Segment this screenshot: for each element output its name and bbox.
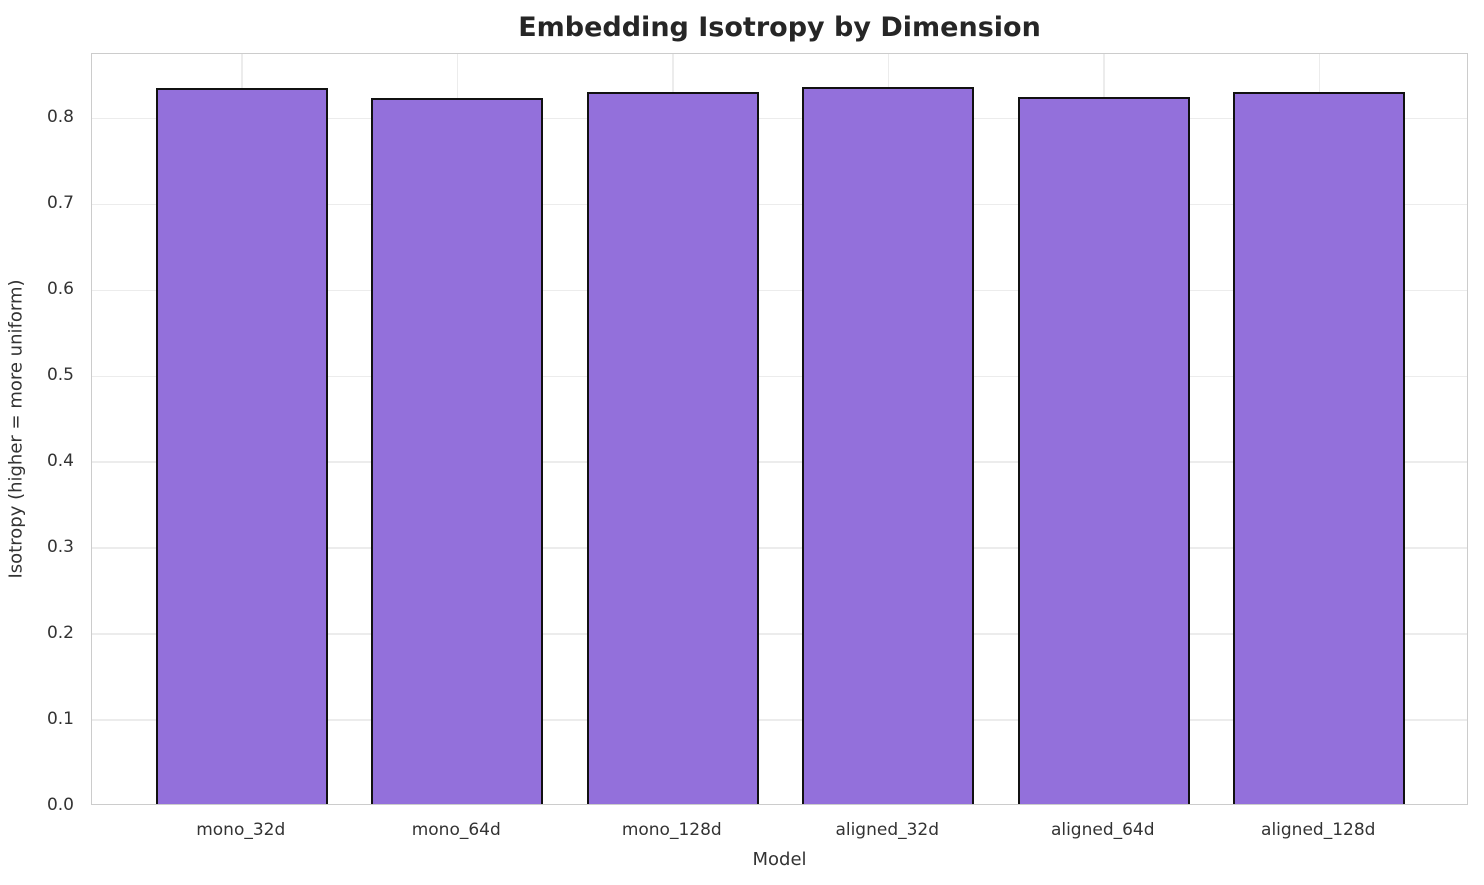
ytick-label-0.6: 0.6 <box>46 279 74 300</box>
xtick-label-aligned_128d: aligned_128d <box>1261 820 1376 840</box>
ytick-label-0.5: 0.5 <box>46 365 74 386</box>
gridline-y-0.7 <box>92 203 1467 206</box>
ytick-label-0.3: 0.3 <box>46 537 74 558</box>
plot-area <box>91 53 1468 805</box>
y-axis-label-text: Isotropy (higher = more uniform) <box>5 279 27 579</box>
bar-mono_32d <box>155 88 328 804</box>
gridline-y-0.5 <box>92 375 1467 378</box>
bar-aligned_128d <box>1233 91 1406 804</box>
gridline-y-0.2 <box>92 633 1467 635</box>
ytick-label-0.1: 0.1 <box>46 709 74 730</box>
bar-aligned_32d <box>802 87 975 804</box>
bar-aligned_64d <box>1017 96 1190 804</box>
chart-title: Embedding Isotropy by Dimension <box>518 12 1041 43</box>
ytick-label-0.7: 0.7 <box>46 193 74 214</box>
ytick-label-0.8: 0.8 <box>46 107 74 128</box>
xtick-label-mono_128d: mono_128d <box>621 820 722 840</box>
ytick-label-0.0: 0.0 <box>46 795 74 815</box>
gridline-y-0.4 <box>92 461 1467 463</box>
gridline-y-0.1 <box>92 719 1467 721</box>
xtick-label-mono_32d: mono_32d <box>196 820 286 840</box>
ytick-label-0.2: 0.2 <box>46 623 74 644</box>
gridline-y-0.3 <box>92 547 1467 549</box>
bar-mono_64d <box>371 97 544 804</box>
bar-mono_128d <box>586 92 759 804</box>
x-axis-label: Model <box>752 849 807 870</box>
gridline-y-0.8 <box>92 117 1467 120</box>
xtick-label-aligned_32d: aligned_32d <box>835 820 940 840</box>
gridline-y-0.6 <box>92 289 1467 292</box>
xtick-label-aligned_64d: aligned_64d <box>1050 820 1155 840</box>
ytick-label-0.4: 0.4 <box>46 451 74 472</box>
xtick-label-mono_64d: mono_64d <box>411 820 501 840</box>
